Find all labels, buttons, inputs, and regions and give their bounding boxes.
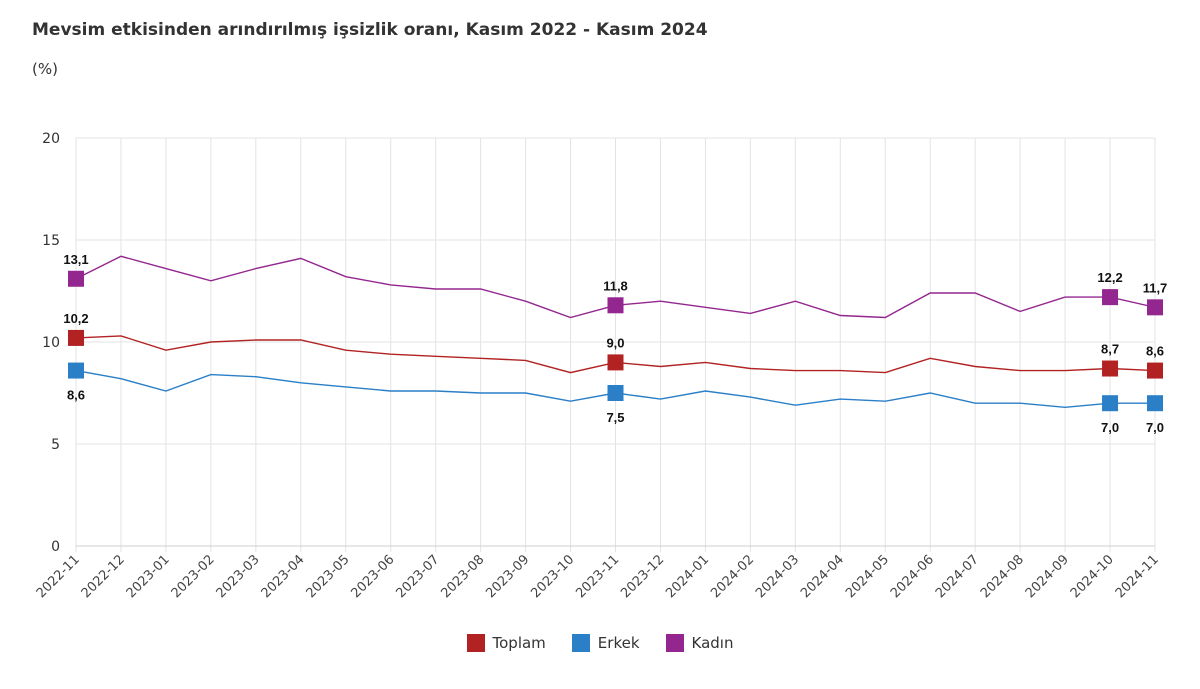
x-tick-label: 2024-10: [1068, 552, 1117, 601]
data-point-marker: [1147, 395, 1163, 412]
data-point-marker: [1102, 395, 1119, 412]
x-tick-label: 2022-12: [79, 552, 128, 601]
data-point-marker: [1102, 360, 1119, 377]
x-tick-label: 2024-08: [978, 552, 1027, 601]
x-tick-label: 2023-04: [259, 552, 308, 601]
legend-label-kadin: Kadın: [691, 634, 734, 652]
legend-item-toplam[interactable]: Toplam: [466, 634, 546, 652]
x-tick-label: 2023-02: [169, 552, 218, 601]
data-label: 11,7: [1143, 280, 1168, 295]
data-point-marker: [1147, 362, 1163, 379]
data-label: 8,6: [67, 388, 85, 403]
data-label: 9,0: [606, 335, 624, 350]
data-point-marker: [607, 354, 624, 371]
data-label: 10,2: [63, 311, 88, 326]
x-tick-label: 2024-05: [843, 552, 892, 601]
data-point-marker: [1102, 289, 1119, 306]
legend-label-toplam: Toplam: [492, 634, 546, 652]
legend-item-erkek[interactable]: Erkek: [571, 634, 640, 652]
chart-title: Mevsim etkisinden arındırılmış işsizlik …: [32, 20, 708, 40]
data-point-marker: [607, 297, 624, 314]
x-tick-label: 2024-02: [708, 552, 757, 601]
x-tick-label: 2023-12: [618, 552, 667, 601]
y-tick-label: 0: [51, 539, 60, 555]
x-tick-label: 2024-07: [933, 552, 982, 601]
data-point-marker: [68, 362, 84, 379]
data-label: 7,5: [606, 410, 624, 425]
legend-swatch-erkek: [571, 634, 590, 652]
x-tick-label: 2023-06: [349, 552, 398, 601]
x-tick-label: 2024-04: [798, 552, 847, 601]
chart-unit: (%): [32, 60, 58, 78]
data-label: 7,0: [1101, 420, 1119, 435]
chart-legend: Toplam Erkek Kadın: [0, 634, 1200, 652]
data-point-marker: [1147, 299, 1163, 316]
data-point-marker: [68, 329, 84, 346]
x-tick-label: 2023-10: [528, 552, 577, 601]
x-tick-label: 2023-07: [393, 552, 442, 601]
legend-swatch-kadin: [665, 634, 684, 652]
x-tick-label: 2023-03: [214, 552, 263, 601]
x-tick-label: 2022-11: [34, 552, 83, 601]
data-label: 8,6: [1146, 344, 1164, 359]
x-tick-label: 2023-08: [438, 552, 487, 601]
y-tick-label: 10: [42, 335, 60, 351]
data-label: 8,7: [1101, 342, 1119, 357]
y-tick-label: 5: [51, 437, 60, 453]
legend-swatch-toplam: [466, 634, 485, 652]
x-tick-label: 2024-06: [888, 552, 937, 601]
legend-item-kadin[interactable]: Kadın: [665, 634, 734, 652]
x-tick-label: 2023-05: [304, 552, 353, 601]
data-label: 11,8: [603, 278, 628, 293]
x-tick-label: 2024-11: [1113, 552, 1162, 601]
y-tick-label: 20: [42, 131, 60, 147]
data-label: 13,1: [63, 252, 88, 267]
data-label: 12,2: [1097, 270, 1122, 285]
x-tick-label: 2023-01: [124, 552, 173, 601]
y-tick-label: 15: [42, 233, 60, 249]
data-label: 7,0: [1146, 420, 1164, 435]
legend-label-erkek: Erkek: [597, 634, 640, 652]
x-tick-label: 2024-01: [663, 552, 712, 601]
x-tick-label: 2023-11: [573, 552, 622, 601]
data-point-marker: [607, 385, 624, 401]
x-tick-label: 2023-09: [483, 552, 532, 601]
x-tick-label: 2024-03: [753, 552, 802, 601]
x-tick-label: 2024-09: [1023, 552, 1072, 601]
data-point-marker: [68, 270, 84, 287]
